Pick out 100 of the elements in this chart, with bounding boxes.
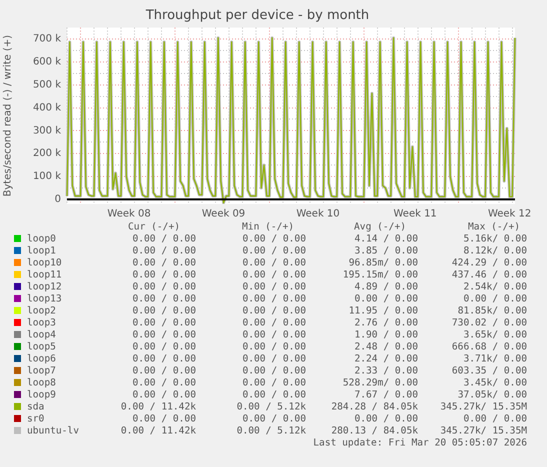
text: 1.90 / 0.00: [354, 330, 418, 340]
text: 0.00 / 11.42k: [120, 402, 196, 412]
text: Min (-/+): [242, 222, 294, 232]
legend-label: sr0: [27, 414, 45, 424]
text: 11.95 / 0.00: [348, 306, 418, 316]
legend-label: loop8: [27, 378, 56, 388]
x-tick-label: Week 09: [202, 208, 246, 220]
text: 528.29m/ 0.00: [342, 378, 418, 388]
text: 0.00 / 0.00: [242, 366, 306, 376]
text: 0.00 / 0.00: [132, 366, 196, 376]
y-tick-label: 400 k: [32, 102, 62, 114]
text: 0.00 / 0.00: [132, 258, 196, 268]
text: 730.02 / 0.00: [452, 318, 528, 328]
text: 96.85m/ 0.00: [348, 258, 418, 268]
text: 2.54k/ 0.00: [463, 282, 528, 292]
legend-label: loop6: [27, 354, 56, 364]
text: 0.00 / 0.00: [132, 282, 196, 292]
x-tick-label: Week 12: [488, 208, 532, 220]
text: 0.00 / 0.00: [132, 306, 196, 316]
text: 284.28 / 84.05k: [331, 402, 418, 412]
text: 0.00 / 5.12k: [236, 402, 306, 412]
text: 5.16k/ 0.00: [463, 234, 528, 244]
text: 0.00 / 11.42k: [120, 426, 196, 436]
text: 0.00 / 0.00: [132, 330, 196, 340]
text: Last update: Fri Mar 20 05:05:07 2026: [313, 438, 528, 448]
legend-label: loop10: [27, 258, 62, 268]
y-tick-label: 700 k: [32, 34, 62, 45]
text: 280.13 / 84.05k: [331, 426, 418, 436]
chart-title: Throughput per device - by month: [144, 8, 370, 24]
legend-label: loop5: [27, 342, 56, 352]
text: 0.00 / 0.00: [132, 246, 196, 256]
text: 0.00 / 0.00: [242, 318, 306, 328]
text: 0.00 / 0.00: [132, 390, 196, 400]
text: 8.12k/ 0.00: [463, 246, 528, 256]
text: 0.00 / 0.00: [242, 294, 306, 304]
text: 424.29 / 0.00: [452, 258, 528, 268]
legend-label: loop2: [27, 306, 56, 316]
legend-label: loop3: [27, 318, 56, 328]
text: 3.45k/ 0.00: [463, 378, 528, 388]
legend-label: loop1: [27, 246, 56, 256]
legend-label: loop7: [27, 366, 56, 376]
x-tick-label: Week 10: [296, 208, 340, 220]
text: 0.00 / 0.00: [242, 258, 306, 268]
text: 0.00 / 0.00: [132, 234, 196, 244]
text: 2.24 / 0.00: [354, 354, 418, 364]
text: 0.00 / 0.00: [242, 282, 306, 292]
text: 0.00 / 0.00: [242, 246, 306, 256]
y-tick-label: 600 k: [32, 56, 62, 68]
text: 0.00 / 0.00: [463, 294, 528, 304]
y-axis-title: Bytes/second read (-) / write (+): [2, 34, 14, 197]
text: 0.00 / 0.00: [132, 342, 196, 352]
text: 2.76 / 0.00: [354, 318, 418, 328]
text: 437.46 / 0.00: [452, 270, 528, 280]
text: 0.00 / 0.00: [354, 294, 418, 304]
text: 0.00 / 5.12k: [236, 426, 306, 436]
y-tick-label: 300 k: [32, 125, 62, 136]
text: 195.15m/ 0.00: [342, 270, 418, 280]
text: 0.00 / 0.00: [354, 414, 418, 424]
text: 0.00 / 0.00: [242, 390, 306, 400]
legend-label: loop13: [27, 294, 62, 304]
text: 0.00 / 0.00: [242, 330, 306, 340]
legend-label: loop11: [27, 270, 62, 280]
text: Avg (-/+): [354, 222, 406, 232]
text: 4.14 / 0.00: [354, 234, 418, 244]
x-tick-label: Week 11: [393, 208, 437, 220]
legend-label: loop4: [27, 330, 56, 340]
text: 37.05k/ 0.00: [458, 390, 528, 400]
legend-label: ubuntu-lv: [27, 426, 80, 436]
text: Max (-/+): [468, 222, 520, 232]
x-tick-label: Week 08: [107, 208, 151, 220]
text: 0.00 / 0.00: [463, 414, 528, 424]
legend-label: loop0: [27, 234, 56, 244]
text: Cur (-/+): [128, 222, 180, 232]
text: 0.00 / 0.00: [132, 270, 196, 280]
text: 7.67 / 0.00: [354, 390, 418, 400]
y-tick-label: 200 k: [32, 148, 62, 160]
text: 345.27k/ 15.35M: [440, 402, 528, 412]
text: 603.35 / 0.00: [452, 366, 528, 376]
text: 0.00 / 0.00: [242, 234, 306, 244]
text: 0.00 / 0.00: [132, 378, 196, 388]
legend-label: loop9: [27, 390, 56, 400]
text: 0.00 / 0.00: [132, 414, 196, 424]
text: 2.48 / 0.00: [354, 342, 418, 352]
text: 4.89 / 0.00: [354, 282, 418, 292]
text: 0.00 / 0.00: [242, 414, 306, 424]
y-tick-label: 100 k: [32, 171, 62, 182]
text: 0.00 / 0.00: [242, 306, 306, 316]
text: 0.00 / 0.00: [132, 294, 196, 304]
text: 3.71k/ 0.00: [463, 354, 528, 364]
text: 3.65k/ 0.00: [463, 330, 528, 340]
legend-label: loop12: [27, 282, 62, 292]
text: 0.00 / 0.00: [132, 354, 196, 364]
text: 0.00 / 0.00: [242, 354, 306, 364]
text: 2.33 / 0.00: [354, 366, 418, 376]
text: 0.00 / 0.00: [242, 342, 306, 352]
text: 81.85k/ 0.00: [458, 306, 528, 316]
text: 0.00 / 0.00: [242, 270, 306, 280]
text: 3.85 / 0.00: [354, 246, 418, 256]
text: 666.68 / 0.00: [452, 342, 528, 352]
text: 345.27k/ 15.35M: [440, 426, 528, 436]
